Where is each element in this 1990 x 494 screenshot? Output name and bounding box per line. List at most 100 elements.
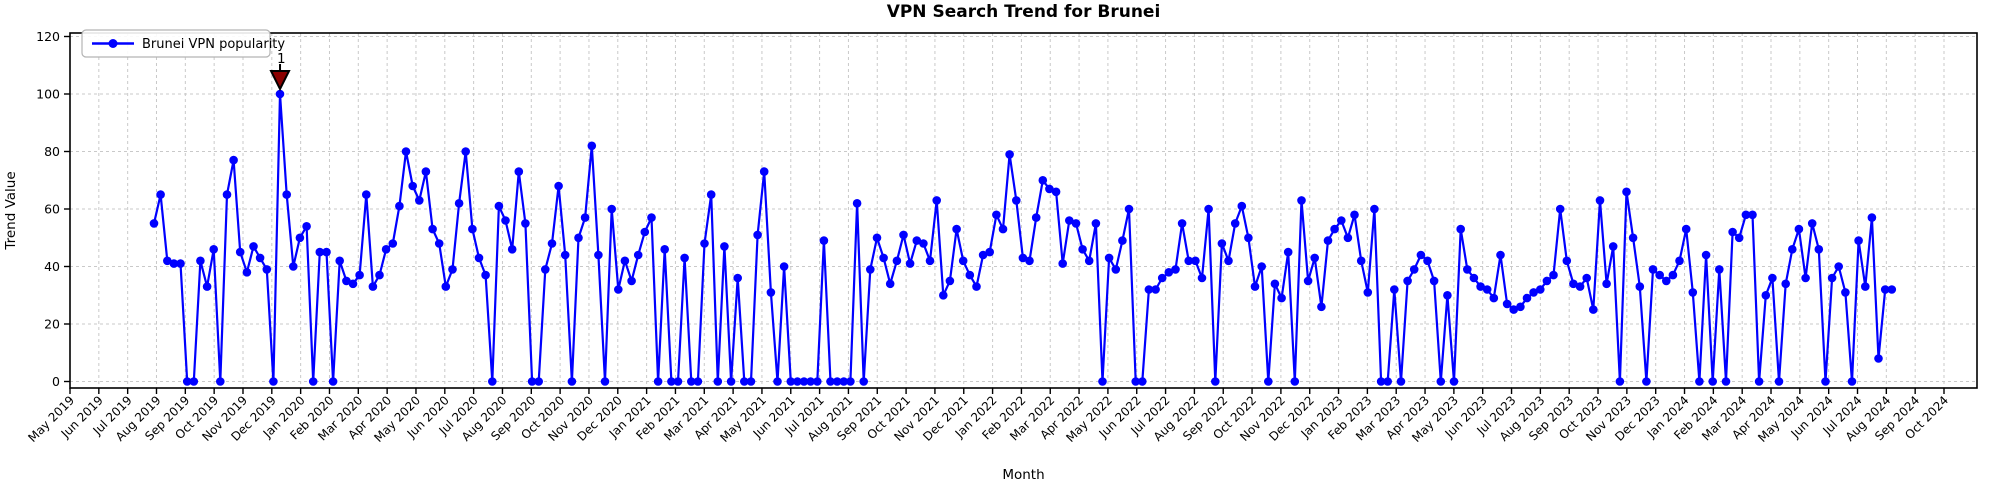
data-point-marker (1383, 377, 1392, 386)
data-point-marker (1191, 256, 1200, 266)
data-point-marker (375, 270, 384, 280)
data-point-marker (1569, 279, 1578, 289)
data-point-marker (1257, 262, 1266, 271)
legend-marker-sample (108, 39, 118, 48)
data-point-marker (879, 253, 888, 263)
data-point-marker (607, 204, 616, 214)
y-tick-label: 80 (44, 144, 60, 159)
data-point-marker (514, 167, 524, 176)
data-point-marker (620, 256, 630, 266)
data-point-marker (1562, 256, 1572, 266)
data-point-marker (1264, 377, 1273, 386)
data-point-marker (1476, 282, 1485, 291)
data-point-marker (766, 288, 776, 297)
data-point-marker (1290, 377, 1300, 386)
data-point-marker (1595, 196, 1605, 205)
data-point-marker (1058, 259, 1067, 268)
data-point-marker (1814, 245, 1824, 254)
data-point-marker (302, 222, 311, 231)
data-point-marker (726, 377, 736, 386)
data-point-marker (255, 253, 265, 263)
data-point-marker (1861, 282, 1870, 291)
data-point-marker (647, 213, 656, 222)
data-point-marker (1807, 219, 1817, 228)
data-point-marker (176, 259, 185, 268)
data-point-marker (501, 216, 510, 225)
data-point-marker (978, 250, 988, 260)
data-point-marker (315, 247, 325, 257)
data-point-marker (1071, 219, 1081, 228)
data-point-marker (1794, 224, 1804, 234)
y-tick-label: 0 (52, 374, 60, 389)
data-point-marker (667, 377, 676, 386)
data-point-marker (1854, 236, 1863, 245)
data-point-marker (1675, 256, 1684, 266)
axes-spines (69, 32, 1978, 389)
data-point-marker (1542, 276, 1552, 286)
data-point-marker (527, 377, 537, 386)
data-point-marker (1177, 219, 1187, 228)
data-point-marker (308, 377, 318, 386)
data-point-marker (1310, 253, 1319, 263)
data-point-marker (1409, 265, 1419, 274)
data-point-marker (700, 239, 709, 248)
data-point-marker (1317, 302, 1326, 312)
data-point-marker (1754, 377, 1764, 386)
data-point-marker (1887, 285, 1897, 294)
data-point-marker (1781, 279, 1790, 289)
data-point-marker (899, 230, 908, 240)
data-point-marker (1463, 265, 1472, 274)
data-point-marker (1297, 196, 1306, 205)
data-point-marker (826, 377, 835, 386)
data-point-marker (282, 190, 292, 199)
data-point-marker (1429, 276, 1439, 286)
data-point-marker (786, 377, 796, 386)
y-tick-label: 100 (36, 87, 60, 102)
data-point-marker (468, 224, 477, 234)
data-point-marker (368, 282, 378, 291)
data-point-marker (813, 377, 822, 386)
data-point-marker (965, 270, 975, 280)
data-point-marker (1164, 268, 1174, 277)
data-point-marker (328, 377, 338, 386)
data-point-marker (1157, 273, 1167, 283)
data-point-marker (1874, 354, 1883, 363)
data-point-marker (998, 224, 1008, 234)
data-point-marker (1356, 256, 1366, 266)
data-point-marker (189, 377, 199, 386)
data-point-marker (547, 239, 557, 248)
data-point-marker (1197, 273, 1207, 283)
data-point-marker (866, 265, 875, 274)
data-point-marker (249, 242, 258, 251)
data-point-marker (1217, 239, 1227, 248)
data-point-marker (521, 219, 530, 228)
data-point-marker (196, 256, 205, 266)
chart-title: VPN Search Trend for Brunei (887, 2, 1161, 22)
data-point-marker (1012, 196, 1021, 205)
data-point-marker (421, 167, 431, 176)
data-point-marker (1204, 204, 1213, 214)
data-point-marker (600, 377, 610, 386)
data-point-marker (322, 247, 331, 257)
data-point-marker (481, 270, 490, 280)
annotation-triangle-down-icon (269, 70, 291, 92)
data-point-marker (1622, 187, 1631, 197)
data-point-marker (1184, 256, 1193, 266)
data-point-marker (1403, 276, 1412, 286)
data-point-marker (1005, 150, 1014, 159)
data-point-marker (1801, 273, 1810, 283)
data-point-marker (216, 377, 225, 386)
data-point-marker (567, 377, 577, 386)
data-point-marker (1867, 213, 1877, 222)
data-point-marker (448, 265, 457, 274)
data-point-marker (945, 276, 955, 286)
data-point-marker (1509, 305, 1518, 314)
x-axis-label: Month (1002, 467, 1044, 483)
data-point-marker (169, 259, 179, 268)
data-point-marker (846, 377, 855, 386)
data-point-marker (1761, 291, 1771, 300)
data-point-marker (362, 190, 371, 199)
data-point-marker (912, 236, 922, 245)
data-point-marker (222, 190, 232, 199)
